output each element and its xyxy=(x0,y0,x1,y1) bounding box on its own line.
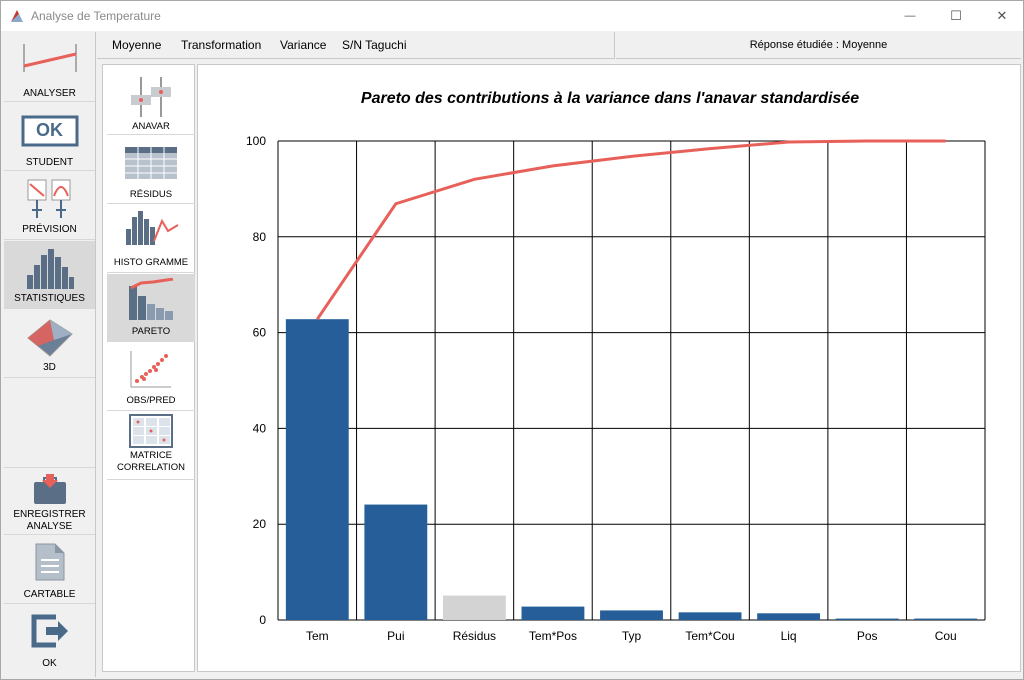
ok-box-icon xyxy=(21,115,78,147)
ok-box-text: OK xyxy=(36,120,63,140)
close-button[interactable]: ✕ xyxy=(979,1,1024,31)
maximize-icon: ☐ xyxy=(950,8,962,23)
x-tick-label: Tem xyxy=(306,629,329,643)
maximize-button[interactable]: ☐ xyxy=(933,1,979,31)
app-logo-icon xyxy=(11,10,23,22)
histogram-icon xyxy=(26,249,74,289)
chart-title: Pareto des contributions à la variance d… xyxy=(360,90,860,107)
x-tick-label: Typ xyxy=(622,629,642,643)
subbar-label: MATRICE xyxy=(129,450,173,461)
sidebar-item-3d[interactable]: 3D xyxy=(4,310,95,378)
chart-panel: Pareto des contributions à la variance d… xyxy=(197,64,1021,672)
subbar-item-matrice-correlation[interactable]: MATRICE CORRELATION xyxy=(107,412,195,480)
subbar-item-obs-pred[interactable]: OBS/PRED xyxy=(107,343,195,411)
bar-3 xyxy=(521,606,585,620)
bar-7 xyxy=(835,618,899,620)
menu-item-variance[interactable]: Variance xyxy=(280,38,327,52)
menu-item-transformation[interactable]: Transformation xyxy=(181,38,262,52)
subbar-item-residus[interactable]: RÉSIDUS xyxy=(107,136,195,204)
bar-8 xyxy=(914,618,978,620)
subbar-label: ANAVAR xyxy=(132,121,170,132)
sidebar-item-analyser[interactable]: ANALYSER xyxy=(4,32,95,102)
y-tick-label: 100 xyxy=(246,134,266,148)
y-tick-label: 0 xyxy=(259,613,266,627)
response-text: Réponse étudiée : Moyenne xyxy=(749,39,888,51)
menu-item-moyenne[interactable]: Moyenne xyxy=(112,38,162,52)
sidebar-item-enregistrer-analyse[interactable]: ENREGISTRER ANALYSE xyxy=(4,467,95,535)
y-tick-label: 60 xyxy=(253,326,267,340)
menu-item-sn-taguchi[interactable]: S/N Taguchi xyxy=(342,38,407,52)
subbar-label: RÉSIDUS xyxy=(129,189,173,200)
document-icon xyxy=(35,543,64,581)
sidebar-item-student[interactable]: OK STUDENT xyxy=(4,103,95,171)
sidebar-label: CARTABLE xyxy=(23,589,76,600)
x-tick-label: Tem*Pos xyxy=(529,629,577,643)
sidebar-item-prevision[interactable]: PRÉVISION xyxy=(4,172,95,240)
prevision-icon xyxy=(27,179,70,218)
sidebar-label: 3D xyxy=(43,362,56,373)
minimize-button[interactable]: — xyxy=(887,1,933,31)
residus-table-icon xyxy=(125,147,177,179)
title-bar[interactable]: Analyse de Temperature — ☐ ✕ xyxy=(1,1,1023,31)
y-tick-label: 80 xyxy=(253,230,267,244)
briefcase-icon xyxy=(33,474,66,504)
sidebar-label: STATISTIQUES xyxy=(14,293,85,304)
bar-2 xyxy=(442,595,506,620)
x-tick-label: Liq xyxy=(781,629,797,643)
close-icon: ✕ xyxy=(996,8,1008,23)
response-indicator: Réponse étudiée : Moyenne xyxy=(616,32,1021,59)
exit-icon xyxy=(31,614,68,648)
window-title: Analyse de Temperature xyxy=(31,9,161,23)
analyse-line-icon xyxy=(23,44,76,72)
subbar-label: CORRELATION xyxy=(117,462,185,473)
bar-1 xyxy=(364,504,428,620)
bar-0 xyxy=(285,319,349,620)
x-tick-label: Cou xyxy=(935,629,957,643)
scatter-icon xyxy=(130,351,171,388)
sidebar-label: STUDENT xyxy=(25,157,74,168)
subbar-label: OBS/PRED xyxy=(126,395,176,406)
x-tick-label: Pos xyxy=(857,629,878,643)
pareto-icon xyxy=(129,278,174,320)
subbar-label: PARETO xyxy=(131,326,171,337)
x-tick-label: Résidus xyxy=(453,629,496,643)
bar-4 xyxy=(600,610,663,620)
subbar-item-anavar[interactable]: ANAVAR xyxy=(107,67,195,135)
sidebar-item-cartable[interactable]: CARTABLE xyxy=(4,536,95,604)
sidebar-label: PRÉVISION xyxy=(22,224,77,235)
menu-bar: Moyenne Transformation Variance S/N Tagu… xyxy=(97,32,615,59)
analysis-subbar: ANAVAR RÉSIDUS xyxy=(102,64,195,672)
pareto-chart: 0 20 40 60 80 100 Tem Pui Résidus Tem*Pos Typ Tem*C… xyxy=(246,134,986,643)
minimize-icon: — xyxy=(904,10,916,22)
bar-5 xyxy=(678,612,742,620)
cumulative-line xyxy=(316,139,946,321)
y-tick-label: 40 xyxy=(253,421,267,435)
sidebar-label: OK xyxy=(42,658,57,669)
x-tick-label: Pui xyxy=(387,629,404,643)
sidebar-label: ANALYSER xyxy=(23,88,76,99)
matrix-icon xyxy=(129,414,173,448)
subbar-item-pareto[interactable]: PARETO xyxy=(107,274,195,342)
histogram-curve-icon xyxy=(126,211,179,245)
surface-3d-icon xyxy=(26,319,73,357)
main-sidebar: ANALYSER OK STUDENT PRÉVISION xyxy=(4,32,96,677)
bar-6 xyxy=(757,613,821,620)
sidebar-item-ok[interactable]: OK xyxy=(4,605,95,677)
subbar-item-histogramme[interactable]: HISTO GRAMME xyxy=(107,205,195,273)
sidebar-label: ANALYSE xyxy=(26,521,73,532)
anavar-icon xyxy=(131,77,171,117)
sidebar-label: ENREGISTRER xyxy=(13,509,86,520)
subbar-label: HISTO GRAMME xyxy=(113,257,189,268)
sidebar-item-statistiques[interactable]: STATISTIQUES xyxy=(4,241,95,309)
y-tick-label: 20 xyxy=(253,517,267,531)
x-tick-label: Tem*Cou xyxy=(685,629,734,643)
